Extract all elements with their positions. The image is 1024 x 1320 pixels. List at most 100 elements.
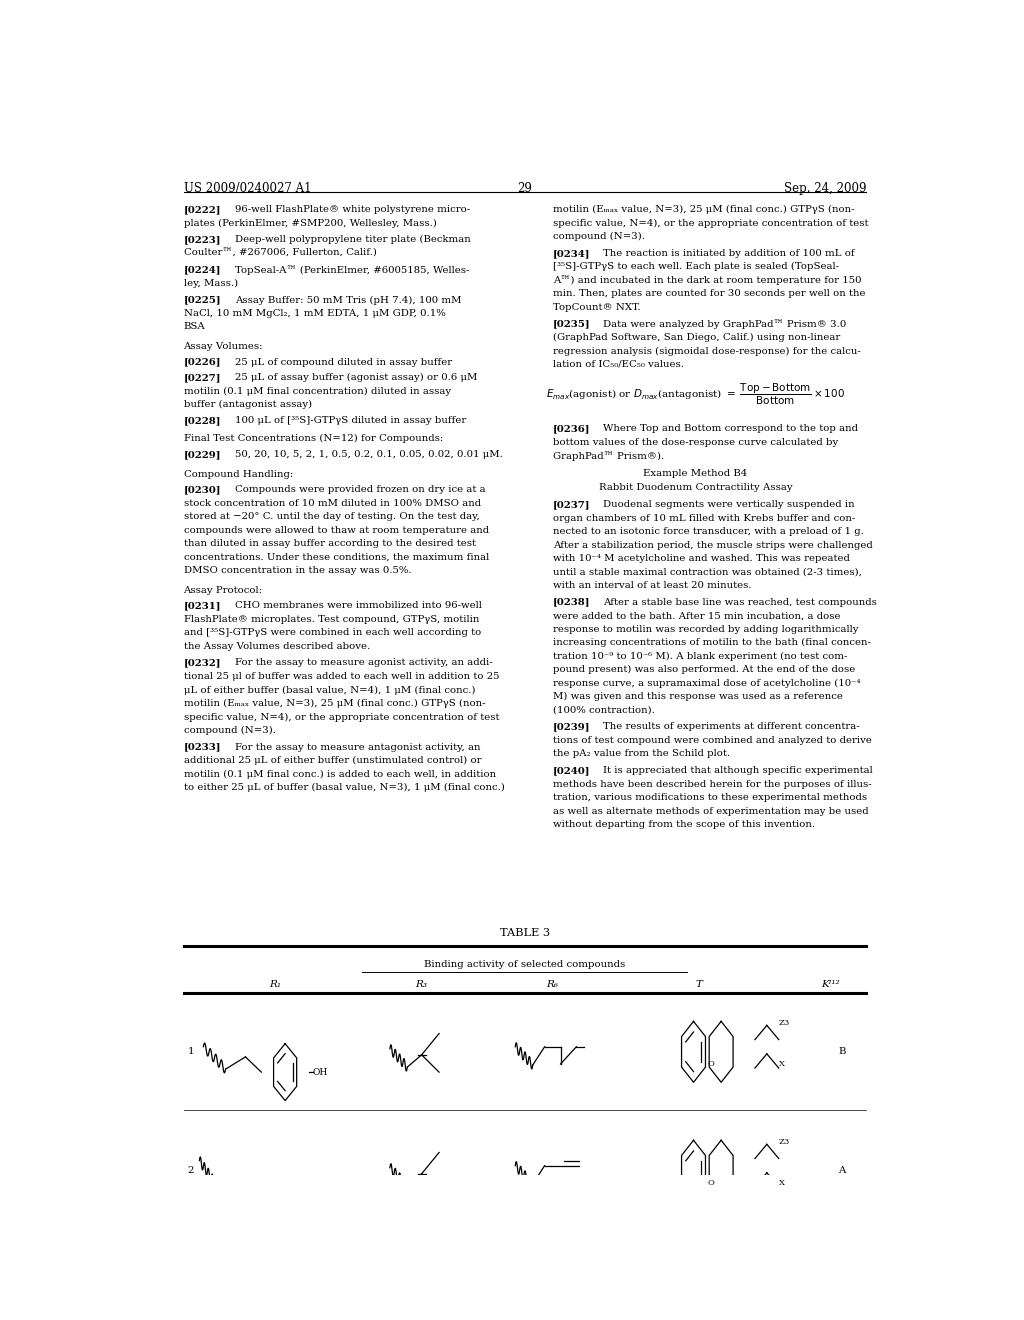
Text: [0234]: [0234] [553,248,590,257]
Text: 2: 2 [187,1167,194,1175]
Text: M) was given and this response was used as a reference: M) was given and this response was used … [553,692,843,701]
Text: compound (N=3).: compound (N=3). [553,232,644,242]
Text: than diluted in assay buffer according to the desired test: than diluted in assay buffer according t… [183,539,475,548]
Text: Z3: Z3 [778,1138,790,1146]
Text: 29: 29 [517,182,532,195]
Text: Sep. 24, 2009: Sep. 24, 2009 [783,182,866,195]
Text: motilin (Eₘₐₓ value, N=3), 25 μM (final conc.) GTPγS (non-: motilin (Eₘₐₓ value, N=3), 25 μM (final … [183,700,485,708]
Text: response to motilin was recorded by adding logarithmically: response to motilin was recorded by addi… [553,624,858,634]
Text: 50, 20, 10, 5, 2, 1, 0.5, 0.2, 0.1, 0.05, 0.02, 0.01 μM.: 50, 20, 10, 5, 2, 1, 0.5, 0.2, 0.1, 0.05… [236,450,503,459]
Text: R₃: R₃ [416,979,428,989]
Text: [0237]: [0237] [553,500,590,510]
Text: Rabbit Duodenum Contractility Assay: Rabbit Duodenum Contractility Assay [599,483,793,492]
Text: O: O [708,1060,715,1068]
Text: X: X [778,1060,784,1068]
Text: A™) and incubated in the dark at room temperature for 150: A™) and incubated in the dark at room te… [553,276,861,285]
Text: [0233]: [0233] [183,743,221,751]
Text: [0231]: [0231] [183,602,221,610]
Text: [0222]: [0222] [183,205,221,214]
Text: to either 25 μL of buffer (basal value, N=3), 1 μM (final conc.): to either 25 μL of buffer (basal value, … [183,783,505,792]
Text: with an interval of at least 20 minutes.: with an interval of at least 20 minutes. [553,581,752,590]
Text: [0235]: [0235] [553,319,590,329]
Text: organ chambers of 10 mL filled with Krebs buffer and con-: organ chambers of 10 mL filled with Kreb… [553,513,855,523]
Text: After a stable base line was reached, test compounds: After a stable base line was reached, te… [602,598,877,607]
Text: additional 25 μL of either buffer (unstimulated control) or: additional 25 μL of either buffer (unsti… [183,756,481,766]
Text: US 2009/0240027 A1: US 2009/0240027 A1 [183,182,311,195]
Text: compound (N=3).: compound (N=3). [183,726,275,735]
Text: Z3: Z3 [778,1019,790,1027]
Text: GraphPad™ Prism®).: GraphPad™ Prism®). [553,451,664,461]
Text: tration, various modifications to these experimental methods: tration, various modifications to these … [553,793,866,803]
Text: Assay Protocol:: Assay Protocol: [183,586,262,595]
Text: TopCount® NXT.: TopCount® NXT. [553,302,640,312]
Text: (GraphPad Software, San Diego, Calif.) using non-linear: (GraphPad Software, San Diego, Calif.) u… [553,333,840,342]
Text: plates (PerkinElmer, #SMP200, Wellesley, Mass.): plates (PerkinElmer, #SMP200, Wellesley,… [183,219,436,228]
Text: Final Test Concentrations (N=12) for Compounds:: Final Test Concentrations (N=12) for Com… [183,434,442,444]
Text: as well as alternate methods of experimentation may be used: as well as alternate methods of experime… [553,807,868,816]
Text: increasing concentrations of motilin to the bath (final concen-: increasing concentrations of motilin to … [553,639,870,647]
Text: Assay Volumes:: Assay Volumes: [183,342,263,351]
Text: B: B [839,1047,846,1056]
Text: [0232]: [0232] [183,659,221,668]
Text: 25 μL of assay buffer (agonist assay) or 0.6 μM: 25 μL of assay buffer (agonist assay) or… [236,374,477,383]
Text: with 10⁻⁴ M acetylcholine and washed. This was repeated: with 10⁻⁴ M acetylcholine and washed. Th… [553,554,850,564]
Text: motilin (Eₘₐₓ value, N=3), 25 μM (final conc.) GTPγS (non-: motilin (Eₘₐₓ value, N=3), 25 μM (final … [553,205,854,214]
Text: response curve, a supramaximal dose of acetylcholine (10⁻⁴: response curve, a supramaximal dose of a… [553,678,860,688]
Text: Coulter™, #267006, Fullerton, Calif.): Coulter™, #267006, Fullerton, Calif.) [183,248,377,257]
Text: Kᴵ¹²: Kᴵ¹² [821,979,840,989]
Text: specific value, N=4), or the appropriate concentration of test: specific value, N=4), or the appropriate… [183,713,499,722]
Text: the pA₂ value from the Schild plot.: the pA₂ value from the Schild plot. [553,750,730,759]
Text: stock concentration of 10 mM diluted in 100% DMSO and: stock concentration of 10 mM diluted in … [183,499,480,508]
Text: After a stabilization period, the muscle strips were challenged: After a stabilization period, the muscle… [553,541,872,549]
Text: O: O [708,1179,715,1187]
Text: 100 μL of [³⁵S]-GTPγS diluted in assay buffer: 100 μL of [³⁵S]-GTPγS diluted in assay b… [236,416,466,425]
Text: NaCl, 10 mM MgCl₂, 1 mM EDTA, 1 μM GDP, 0.1%: NaCl, 10 mM MgCl₂, 1 mM EDTA, 1 μM GDP, … [183,309,445,318]
Text: [0229]: [0229] [183,450,221,459]
Text: It is appreciated that although specific experimental: It is appreciated that although specific… [602,766,872,775]
Text: until a stable maximal contraction was obtained (2-3 times),: until a stable maximal contraction was o… [553,568,861,577]
Text: tration 10⁻⁹ to 10⁻⁶ M). A blank experiment (no test com-: tration 10⁻⁹ to 10⁻⁶ M). A blank experim… [553,652,847,661]
Text: tions of test compound were combined and analyzed to derive: tions of test compound were combined and… [553,737,871,744]
Text: the Assay Volumes described above.: the Assay Volumes described above. [183,642,370,651]
Text: [0225]: [0225] [183,296,221,305]
Text: tional 25 μl of buffer was added to each well in addition to 25: tional 25 μl of buffer was added to each… [183,672,499,681]
Text: A: A [839,1167,846,1175]
Text: methods have been described herein for the purposes of illus-: methods have been described herein for t… [553,780,871,788]
Text: [0228]: [0228] [183,416,221,425]
Text: [0227]: [0227] [183,374,221,383]
Text: were added to the bath. After 15 min incubation, a dose: were added to the bath. After 15 min inc… [553,611,840,620]
Text: buffer (antagonist assay): buffer (antagonist assay) [183,400,311,409]
Text: Compounds were provided frozen on dry ice at a: Compounds were provided frozen on dry ic… [236,484,485,494]
Text: 96-well FlashPlate® white polystyrene micro-: 96-well FlashPlate® white polystyrene mi… [236,205,470,214]
Text: Example Method B4: Example Method B4 [643,469,748,478]
Text: 25 μL of compound diluted in assay buffer: 25 μL of compound diluted in assay buffe… [236,358,453,367]
Text: OH: OH [312,1068,328,1077]
Text: [³⁵S]-GTPγS to each well. Each plate is sealed (TopSeal-: [³⁵S]-GTPγS to each well. Each plate is … [553,263,839,272]
Text: CHO membranes were immobilized into 96-well: CHO membranes were immobilized into 96-w… [236,602,482,610]
Text: R₁: R₁ [269,979,281,989]
Text: lation of IC₅₀/EC₅₀ values.: lation of IC₅₀/EC₅₀ values. [553,360,684,370]
Text: $E_{max}$(agonist) or $D_{max}$(antagonist) $=$$\;\dfrac{\mathrm{Top}-\mathrm{Bo: $E_{max}$(agonist) or $D_{max}$(antagoni… [546,381,845,407]
Text: (100% contraction).: (100% contraction). [553,706,654,715]
Text: pound present) was also performed. At the end of the dose: pound present) was also performed. At th… [553,665,855,675]
Text: regression analysis (sigmoidal dose-response) for the calcu-: regression analysis (sigmoidal dose-resp… [553,346,860,355]
Text: min. Then, plates are counted for 30 seconds per well on the: min. Then, plates are counted for 30 sec… [553,289,865,298]
Text: nected to an isotonic force transducer, with a preload of 1 g.: nected to an isotonic force transducer, … [553,527,863,536]
Text: [0226]: [0226] [183,358,221,367]
Text: Data were analyzed by GraphPad™ Prism® 3.0: Data were analyzed by GraphPad™ Prism® 3… [602,319,846,329]
Text: For the assay to measure antagonist activity, an: For the assay to measure antagonist acti… [236,743,480,751]
Text: [0239]: [0239] [553,722,590,731]
Text: R₆: R₆ [547,979,558,989]
Text: X: X [778,1179,784,1187]
Text: For the assay to measure agonist activity, an addi-: For the assay to measure agonist activit… [236,659,493,668]
Text: stored at −20° C. until the day of testing. On the test day,: stored at −20° C. until the day of testi… [183,512,479,521]
Text: TABLE 3: TABLE 3 [500,928,550,937]
Text: ley, Mass.): ley, Mass.) [183,279,238,288]
Text: Assay Buffer: 50 mM Tris (pH 7.4), 100 mM: Assay Buffer: 50 mM Tris (pH 7.4), 100 m… [236,296,462,305]
Text: Binding activity of selected compounds: Binding activity of selected compounds [424,961,626,969]
Text: and [³⁵S]-GTPγS were combined in each well according to: and [³⁵S]-GTPγS were combined in each we… [183,628,481,638]
Text: 1: 1 [187,1047,194,1056]
Text: Compound Handling:: Compound Handling: [183,470,293,479]
Text: TopSeal-A™ (PerkinElmer, #6005185, Welles-: TopSeal-A™ (PerkinElmer, #6005185, Welle… [236,265,470,275]
Text: compounds were allowed to thaw at room temperature and: compounds were allowed to thaw at room t… [183,525,488,535]
